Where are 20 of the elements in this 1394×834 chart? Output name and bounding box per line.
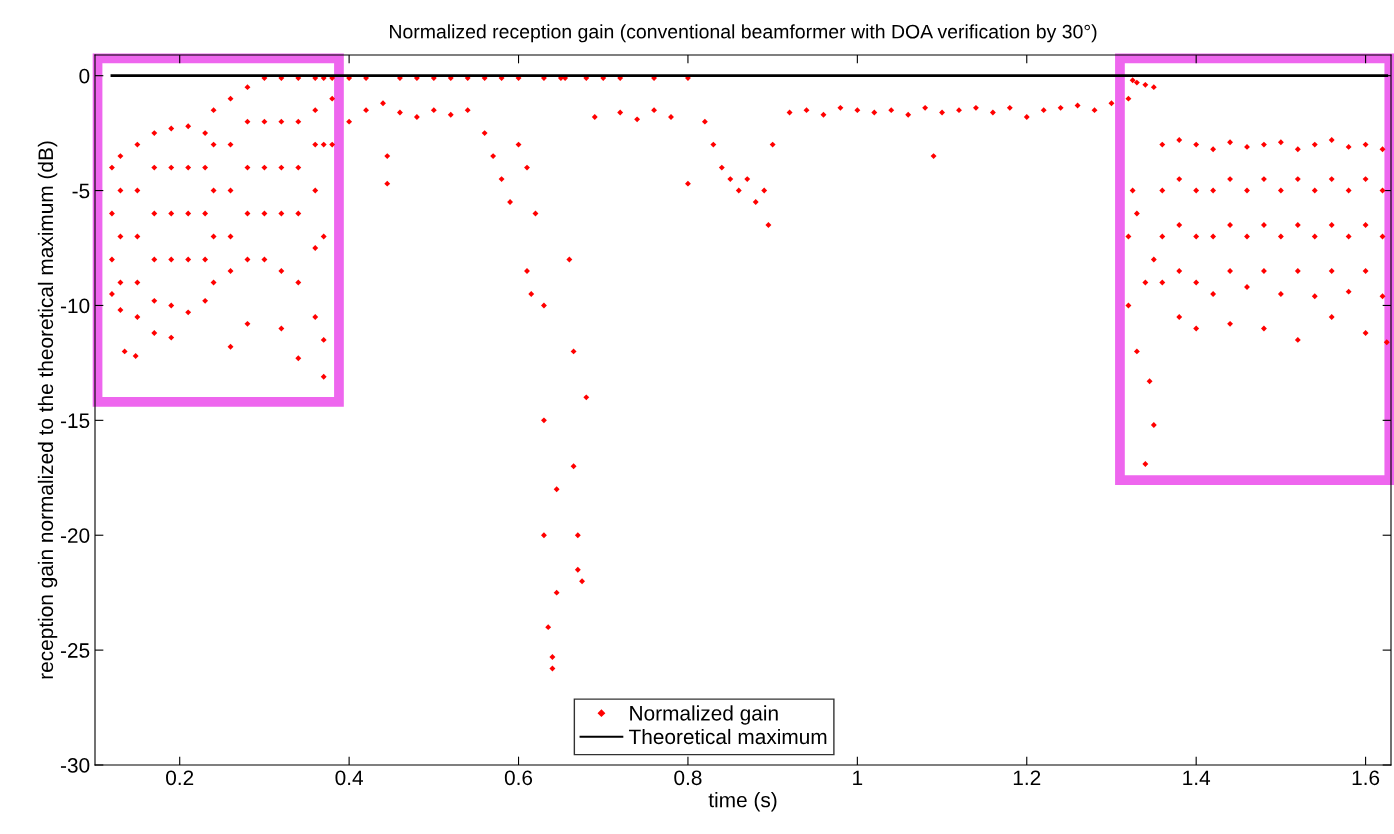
y-tick-label: -20 <box>60 528 90 543</box>
x-tick-label: 1.4 <box>1183 770 1211 785</box>
y-tick-label: -30 <box>60 758 90 773</box>
x-tick-label: 0.4 <box>335 770 363 786</box>
x-axis-title: time (s) <box>708 792 777 812</box>
x-tick-label: 1.6 <box>1352 770 1380 786</box>
y-tick-label: 0 <box>79 68 90 84</box>
x-tick-label: 0.8 <box>674 770 702 786</box>
legend-label: Normalized gain <box>630 705 778 725</box>
y-tick-label: -15 <box>60 413 90 429</box>
chart-title: Normalized reception gain (conventional beamformer with DOA verification by 30°) <box>390 24 1097 43</box>
x-tick-label: 1 <box>853 770 863 785</box>
y-tick-label: -10 <box>60 298 90 314</box>
x-tick-label: 0.6 <box>504 770 533 786</box>
x-tick-label: 0.2 <box>166 770 194 786</box>
y-axis-title: reception gain normalized to the theoretical maximum (dB) <box>37 141 58 679</box>
y-tick-label: -25 <box>60 643 90 658</box>
legend-label: Theoretical maximum <box>628 728 827 745</box>
x-tick-label: 1.2 <box>1013 770 1041 785</box>
y-tick-label: -5 <box>72 183 90 199</box>
